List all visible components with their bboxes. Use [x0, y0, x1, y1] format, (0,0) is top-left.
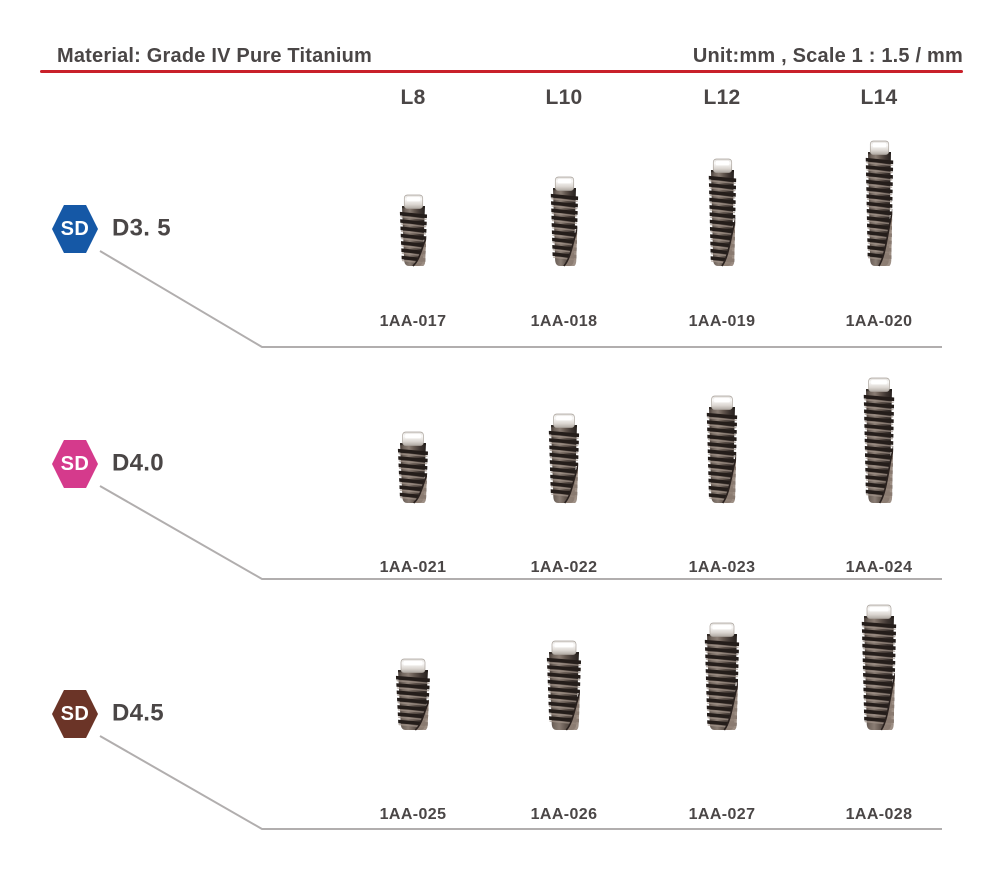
part-number: 1AA-027 [688, 806, 756, 823]
part-number: 1AA-028 [845, 806, 913, 823]
implant-image [392, 658, 434, 737]
column-header-l14: L14 [860, 86, 898, 109]
implant-image [703, 395, 741, 510]
part-number: 1AA-017 [379, 313, 447, 330]
column-header-l8: L8 [400, 86, 426, 109]
diameter-label: D4.5 [112, 699, 164, 727]
diameter-label: D4.0 [112, 449, 164, 477]
part-number: 1AA-025 [379, 806, 447, 823]
unit-scale-label: Unit:mm , Scale 1 : 1.5 / mm [692, 45, 963, 67]
part-number: 1AA-026 [530, 806, 598, 823]
implant-image [543, 640, 585, 737]
implant-image [701, 622, 743, 737]
column-header-l10: L10 [545, 86, 583, 109]
diameter-badge-4.5: SD [52, 690, 98, 738]
part-number: 1AA-023 [688, 559, 756, 576]
implant-image [860, 377, 898, 510]
implant-image [394, 431, 432, 510]
implant-image [858, 604, 900, 737]
material-label: Material: Grade IV Pure Titanium [57, 45, 373, 67]
part-number: 1AA-018 [530, 313, 598, 330]
implant-image [396, 194, 431, 273]
part-number: 1AA-021 [379, 559, 447, 576]
implant-image [545, 413, 583, 510]
implant-image [705, 158, 740, 273]
diameter-badge-3.5: SD [52, 205, 98, 253]
diameter-label: D3. 5 [112, 214, 171, 242]
part-number: 1AA-022 [530, 559, 598, 576]
column-header-l12: L12 [703, 86, 741, 109]
diameter-badge-4: SD [52, 440, 98, 488]
implant-image [547, 176, 582, 273]
header-rule [40, 70, 963, 73]
part-number: 1AA-024 [845, 559, 913, 576]
part-number: 1AA-019 [688, 313, 756, 330]
implant-image [862, 140, 897, 273]
part-number: 1AA-020 [845, 313, 913, 330]
